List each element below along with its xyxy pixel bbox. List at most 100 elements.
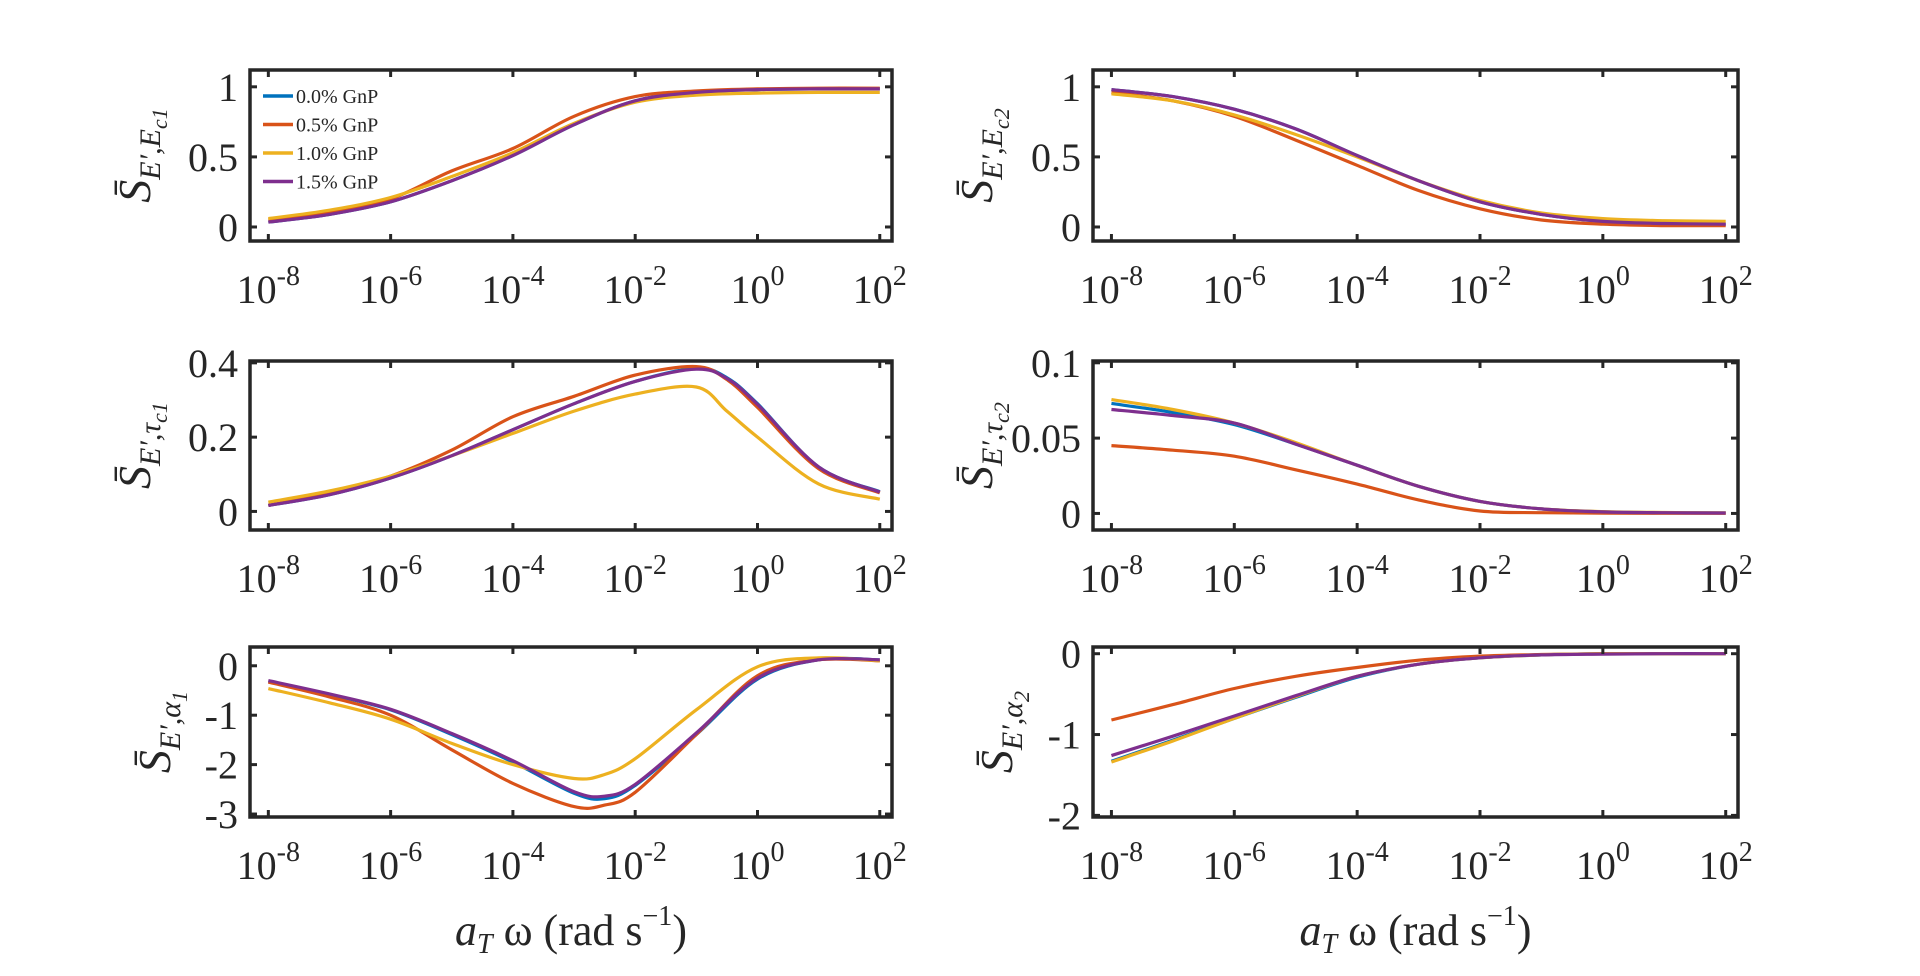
series-line-3: [268, 367, 881, 508]
plot-area: [250, 647, 892, 817]
x-tick-label: 10-8: [1080, 550, 1143, 601]
x-tick-exponent: -2: [1488, 261, 1511, 292]
y-label-subsubscript: 2: [1009, 691, 1034, 702]
y-label-subsubscript: c1: [147, 402, 172, 423]
y-label-subscript: E′,α: [996, 701, 1029, 751]
x-tick-label: 102: [853, 837, 907, 888]
x-tick-exponent: 0: [770, 550, 784, 581]
x-tick-base: 10: [604, 843, 644, 888]
y-label-subscript: E′,E: [134, 129, 167, 181]
x-tick-exponent: -4: [1365, 837, 1388, 868]
x-tick-label: 10-6: [359, 837, 422, 888]
y-label-base: S̄: [971, 750, 1022, 773]
x-tick-base: 10: [730, 556, 770, 601]
x-tick-label: 100: [1576, 550, 1630, 601]
x-tick-base: 10: [604, 267, 644, 312]
x-tick-label: 10-4: [1325, 261, 1388, 312]
x-tick-exponent: -2: [1488, 550, 1511, 581]
y-label-base: S̄: [951, 466, 1002, 489]
x-label-sup: −1: [643, 901, 673, 932]
x-tick-base: 10: [1576, 843, 1616, 888]
x-tick-base: 10: [1576, 267, 1616, 312]
x-tick-exponent: -6: [1243, 261, 1266, 292]
x-tick-label: 100: [1576, 837, 1630, 888]
x-label-a: a: [455, 906, 477, 955]
series-group: [1111, 88, 1726, 228]
x-tick-label: 10-4: [1325, 550, 1388, 601]
x-tick-base: 10: [853, 843, 893, 888]
legend: 0.0% GnP 0.5% GnP 1.0% GnP 1.5% GnP: [263, 86, 378, 194]
x-tick-label: 100: [730, 261, 784, 312]
panel-1: 10-8 10-6 10-4 10-2 100 10200.51S̄E′,Ec10.0% …: [109, 65, 907, 312]
x-tick-base: 10: [1203, 843, 1243, 888]
x-tick-exponent: -8: [1120, 261, 1143, 292]
series-line-1: [267, 657, 880, 810]
x-tick-label: 10-2: [1448, 837, 1511, 888]
series-line-3: [1110, 652, 1726, 758]
y-label-base: S̄: [109, 180, 160, 203]
x-tick-base: 10: [1080, 556, 1120, 601]
x-tick-label: 102: [1699, 550, 1753, 601]
x-tick-exponent: -8: [277, 550, 300, 581]
y-axis-label: S̄E′,α2: [971, 691, 1034, 773]
x-tick-base: 10: [359, 267, 399, 312]
x-tick-exponent: -4: [1365, 550, 1388, 581]
y-tick-label: 0: [218, 644, 238, 689]
y-label-subscript: E′,τ: [134, 422, 167, 467]
legend-item: 0.5% GnP: [263, 115, 378, 137]
y-tick-label: 0: [1061, 205, 1081, 250]
axes-box: [248, 359, 894, 532]
y-axis-label: S̄E′,α1: [129, 691, 192, 773]
x-tick-label: 102: [853, 261, 907, 312]
x-tick-exponent: -6: [1243, 550, 1266, 581]
x-tick-base: 10: [1203, 556, 1243, 601]
x-tick-exponent: -4: [521, 550, 544, 581]
x-tick-label: 10-2: [604, 837, 667, 888]
x-tick-label: 100: [730, 550, 784, 601]
y-label-base: S̄: [951, 180, 1002, 203]
x-tick-exponent: 0: [1616, 261, 1630, 292]
y-axis-label: S̄E′,τc1: [109, 402, 172, 489]
x-tick-label: 10-4: [1325, 837, 1388, 888]
y-tick-label: -2: [205, 743, 238, 788]
x-tick-label: 102: [1699, 261, 1753, 312]
x-tick-label: 102: [853, 550, 907, 601]
x-tick-base: 10: [1325, 267, 1365, 312]
x-tick-base: 10: [481, 556, 521, 601]
series-group: [1111, 397, 1726, 515]
y-label-subscript: E′,τ: [976, 422, 1009, 467]
y-tick-label: 0: [1061, 632, 1081, 677]
x-tick-label: 10-6: [359, 550, 422, 601]
x-tick-label: 10-4: [481, 550, 544, 601]
y-tick-label: 0.1: [1031, 341, 1081, 386]
x-tick-base: 10: [359, 556, 399, 601]
series-line-3: [268, 87, 880, 224]
axes-box: [1091, 68, 1740, 243]
x-tick-base: 10: [1325, 843, 1365, 888]
x-axis-label: aT ω (rad s−1): [455, 901, 687, 960]
x-tick-base: 10: [853, 556, 893, 601]
x-tick-label: 10-6: [1203, 550, 1266, 601]
axes-box: [248, 68, 894, 243]
legend-item: 1.0% GnP: [263, 143, 378, 165]
x-tick-label: 10-2: [1448, 550, 1511, 601]
x-tick-exponent: -4: [1365, 261, 1388, 292]
y-label-subsubscript: c2: [989, 108, 1014, 129]
x-tick-base: 10: [1576, 556, 1616, 601]
x-tick-label: 100: [730, 837, 784, 888]
x-tick-label: 10-8: [237, 550, 300, 601]
x-axis-label: aT ω (rad s−1): [1300, 901, 1532, 960]
x-tick-base: 10: [1448, 267, 1488, 312]
x-tick-label: 10-2: [604, 261, 667, 312]
x-tick-base: 10: [1699, 556, 1739, 601]
series-line-3: [1111, 88, 1726, 226]
x-tick-base: 10: [1080, 267, 1120, 312]
y-label-subsubscript: c1: [147, 108, 172, 129]
x-tick-base: 10: [730, 267, 770, 312]
y-tick-label: 0.2: [188, 415, 238, 460]
x-tick-base: 10: [730, 843, 770, 888]
axes-box: [248, 645, 894, 819]
x-tick-exponent: 2: [893, 261, 907, 292]
x-tick-exponent: -2: [1488, 837, 1511, 868]
